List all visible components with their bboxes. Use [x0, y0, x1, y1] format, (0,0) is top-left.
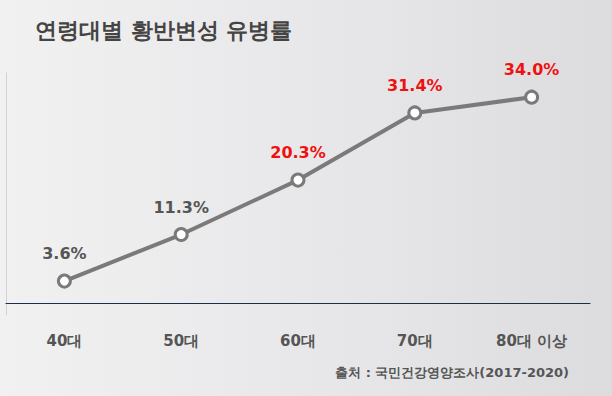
svg-text:34.0%: 34.0%: [504, 60, 560, 79]
svg-text:연령대별 황반변성 유병률: 연령대별 황반변성 유병률: [35, 18, 292, 43]
svg-text:31.4%: 31.4%: [387, 76, 443, 95]
svg-text:60대: 60대: [280, 332, 316, 350]
svg-text:50대: 50대: [163, 332, 199, 350]
svg-text:출처 : 국민건강영양조사(2017-2020): 출처 : 국민건강영양조사(2017-2020): [335, 365, 569, 380]
svg-text:70대: 70대: [397, 332, 433, 350]
svg-text:40대: 40대: [46, 332, 82, 350]
svg-text:11.3%: 11.3%: [153, 198, 209, 217]
svg-text:20.3%: 20.3%: [270, 143, 326, 162]
svg-text:3.6%: 3.6%: [42, 244, 86, 263]
svg-text:80대 이상: 80대 이상: [496, 332, 567, 350]
